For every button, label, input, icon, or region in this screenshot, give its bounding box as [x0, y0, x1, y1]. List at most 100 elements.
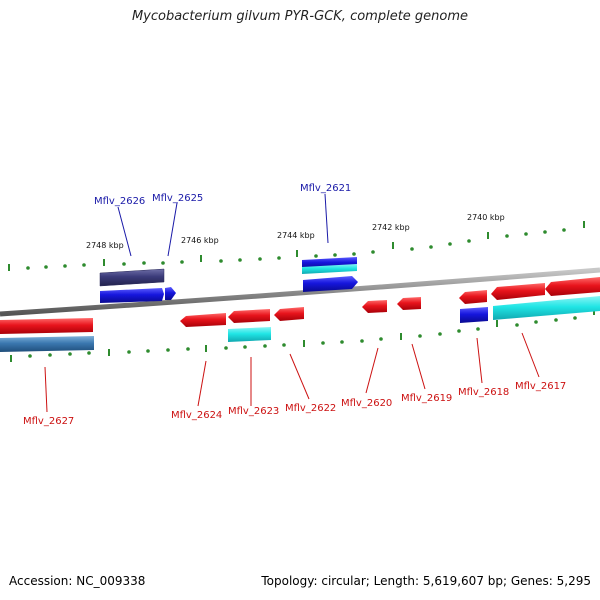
reverse-strand-genes: [0, 277, 600, 352]
leader-line: [197, 360, 207, 407]
scale-label: 2742 kbp: [372, 223, 410, 232]
upper-tick-row: [8, 221, 585, 271]
gene-label-top[interactable]: Mflv_2621: [300, 183, 351, 194]
gene-feature[interactable]: [493, 296, 600, 320]
tick-dot: [352, 252, 356, 256]
gene-label-bottom[interactable]: Mflv_2624: [171, 410, 222, 421]
gene-feature[interactable]: [165, 287, 176, 300]
gene-label-bottom[interactable]: Mflv_2622: [285, 403, 336, 414]
map-title: Mycobacterium gilvum PYR-GCK, complete g…: [131, 9, 469, 24]
leader-line: [324, 193, 329, 244]
tick-dot: [68, 352, 72, 356]
tick-dot: [340, 340, 344, 344]
tick-dot: [515, 323, 519, 327]
scale-label: 2744 kbp: [277, 231, 315, 240]
tick-dot: [243, 345, 247, 349]
tick-dot: [26, 266, 30, 270]
gene-label-bottom[interactable]: Mflv_2619: [401, 393, 452, 404]
tick-dot: [410, 247, 414, 251]
tick-dot: [314, 254, 318, 258]
topology-label: Topology: circular; Length: 5,619,607 bp…: [261, 574, 591, 588]
tick-dot: [543, 230, 547, 234]
tick-dot: [534, 320, 538, 324]
tick-dot: [180, 260, 184, 264]
tick-dot: [282, 343, 286, 347]
tick-dot: [238, 258, 242, 262]
gene-feature[interactable]: [228, 327, 271, 342]
gene-label-top[interactable]: Mflv_2625: [152, 193, 203, 204]
tick-dot: [562, 228, 566, 232]
tick-dot: [321, 341, 325, 345]
leader-line: [167, 202, 178, 257]
gene-feature[interactable]: [491, 283, 545, 300]
gene-feature[interactable]: [180, 313, 226, 327]
tick-dot: [127, 350, 131, 354]
genome-backbone: [0, 267, 600, 317]
tick-dot: [379, 337, 383, 341]
leader-line: [117, 206, 132, 257]
gene-feature[interactable]: [228, 309, 270, 323]
tick-dot: [457, 329, 461, 333]
tick-dot: [360, 339, 364, 343]
leader-line: [411, 343, 426, 390]
lower-tick-row: [10, 308, 595, 362]
gene-label-bottom[interactable]: Mflv_2623: [228, 406, 279, 417]
leader-line: [476, 337, 483, 384]
tick-dot: [87, 351, 91, 355]
tick-dot: [146, 349, 150, 353]
tick-dot: [524, 232, 528, 236]
tick-dot: [28, 354, 32, 358]
gene-feature[interactable]: [100, 288, 164, 303]
gene-feature[interactable]: [303, 276, 358, 292]
tick-dot: [82, 263, 86, 267]
gene-feature[interactable]: [459, 290, 487, 304]
tick-dot: [48, 353, 52, 357]
gene-label-bottom[interactable]: Mflv_2618: [458, 387, 509, 398]
tick-dot: [186, 347, 190, 351]
gene-feature[interactable]: [397, 297, 421, 310]
tick-dot: [161, 261, 165, 265]
tick-dot: [142, 261, 146, 265]
tick-dot: [122, 262, 126, 266]
tick-dot: [219, 259, 223, 263]
scale-label: 2748 kbp: [86, 241, 124, 250]
scale-label: 2746 kbp: [181, 236, 219, 245]
tick-dot: [573, 316, 577, 320]
gene-feature[interactable]: [274, 307, 304, 321]
leader-line: [44, 366, 48, 413]
gene-feature[interactable]: [302, 264, 357, 274]
leader-lines: [44, 193, 540, 413]
accession-label: Accession: NC_009338: [9, 574, 146, 588]
tick-dot: [166, 348, 170, 352]
tick-dot: [44, 265, 48, 269]
gene-label-bottom[interactable]: Mflv_2620: [341, 398, 392, 409]
tick-dot: [505, 234, 509, 238]
tick-dot: [333, 253, 337, 257]
gene-label-bottom[interactable]: Mflv_2627: [23, 416, 74, 427]
leader-line: [365, 347, 379, 394]
gene-feature[interactable]: [362, 300, 387, 313]
gene-feature[interactable]: [99, 268, 165, 287]
tick-dot: [371, 250, 375, 254]
tick-dot: [554, 318, 558, 322]
tick-dot: [224, 346, 228, 350]
gene-label-bottom[interactable]: Mflv_2617: [515, 381, 566, 392]
tick-dot: [438, 332, 442, 336]
forward-strand-genes: [99, 257, 358, 303]
tick-dot: [277, 256, 281, 260]
gene-feature[interactable]: [0, 336, 94, 352]
gene-feature[interactable]: [545, 277, 600, 296]
tick-dot: [258, 257, 262, 261]
gene-feature[interactable]: [0, 318, 93, 334]
leader-line: [289, 353, 310, 400]
scale-label: 2740 kbp: [467, 213, 505, 222]
tick-dot: [418, 334, 422, 338]
tick-dot: [476, 327, 480, 331]
tick-dot: [448, 242, 452, 246]
gene-feature[interactable]: [460, 307, 488, 323]
tick-dot: [63, 264, 67, 268]
tick-dot: [467, 239, 471, 243]
gene-label-top[interactable]: Mflv_2626: [94, 196, 145, 207]
